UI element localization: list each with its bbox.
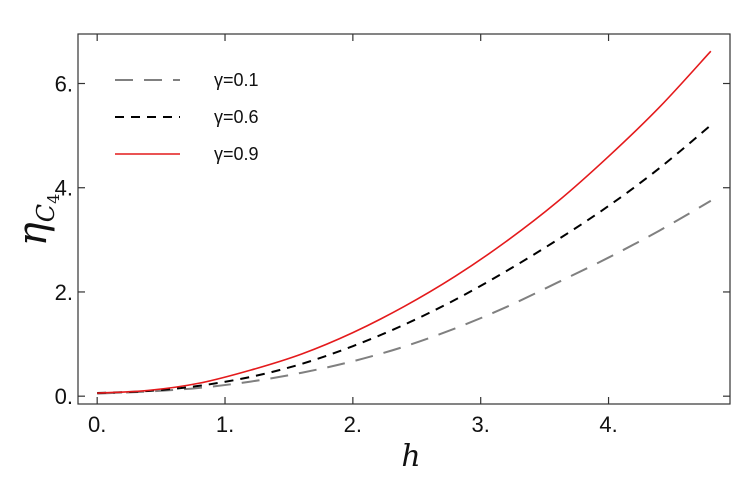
plot-frame [77, 33, 731, 405]
x-tick-label: 0. [88, 412, 106, 437]
x-axis: 0. 1. 2. 3. 4. [88, 34, 618, 437]
legend-label: γ=0.1 [214, 70, 259, 90]
y-axis-title-subscript: C [32, 204, 60, 222]
y-tick-label: 6. [55, 72, 73, 97]
x-tick-label: 1. [216, 412, 234, 437]
legend-label: γ=0.6 [214, 107, 259, 127]
y-tick-label: 4. [55, 176, 73, 201]
legend-label: γ=0.9 [214, 144, 259, 164]
y-tick-label: 2. [55, 280, 73, 305]
series-line [97, 199, 712, 395]
x-tick-label: 3. [472, 412, 490, 437]
y-tick-label: 0. [55, 384, 73, 409]
series-line [97, 124, 712, 395]
x-tick-label: 2. [344, 412, 362, 437]
series-line [97, 50, 712, 394]
y-axis: 0. 2. 4. 6. [55, 72, 730, 409]
y-axis-title: ηC4 [10, 194, 63, 247]
series-layer [97, 50, 712, 395]
y-axis-title-main: η [10, 222, 56, 246]
y-axis-title-subsubscript: 4 [44, 194, 63, 204]
svg-text:ηC4: ηC4 [10, 194, 63, 247]
legend: γ=0.1 γ=0.6 γ=0.9 [115, 70, 259, 164]
x-tick-label: 4. [599, 412, 617, 437]
x-axis-title: h [401, 439, 420, 474]
